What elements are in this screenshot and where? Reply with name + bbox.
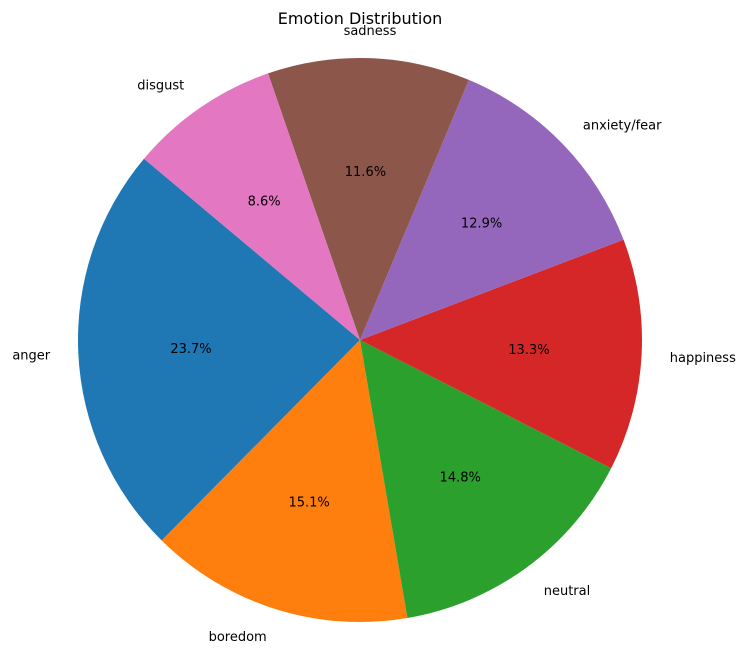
percent-label: 15.1% (288, 495, 329, 510)
pie-slice-sadness (268, 57, 469, 340)
slice-label: happiness (670, 351, 736, 366)
pie-slices (77, 57, 642, 622)
percent-labels: 23.7% 15.1% 14.8% 13.3% 12.9% 11.6% 8.6% (170, 165, 549, 510)
slice-labels: anger boredom neutral happiness anxiety/fear… (12, 24, 736, 645)
slice-label: boredom (209, 630, 267, 645)
pie-slice-disgust (143, 73, 360, 341)
percent-label: 14.8% (440, 470, 481, 485)
slice-label: anxiety/fear (583, 118, 662, 133)
pie-slice-happiness (360, 239, 642, 469)
slice-label: neutral (544, 584, 591, 599)
percent-label: 12.9% (461, 216, 502, 231)
slice-label: anger (12, 348, 50, 363)
pie-slice-neutral (360, 340, 612, 618)
percent-label: 8.6% (248, 195, 281, 210)
pie-slice-boredom (161, 340, 408, 622)
percent-label: 13.3% (508, 343, 549, 358)
pie-slice-anger (77, 158, 360, 541)
percent-label: 11.6% (345, 165, 386, 180)
percent-label: 23.7% (170, 342, 211, 357)
slice-label: disgust (137, 78, 184, 93)
chart-title: Emotion Distribution (278, 9, 443, 28)
slice-label: sadness (344, 24, 397, 39)
pie-slice-anxiety-fear (360, 79, 624, 340)
